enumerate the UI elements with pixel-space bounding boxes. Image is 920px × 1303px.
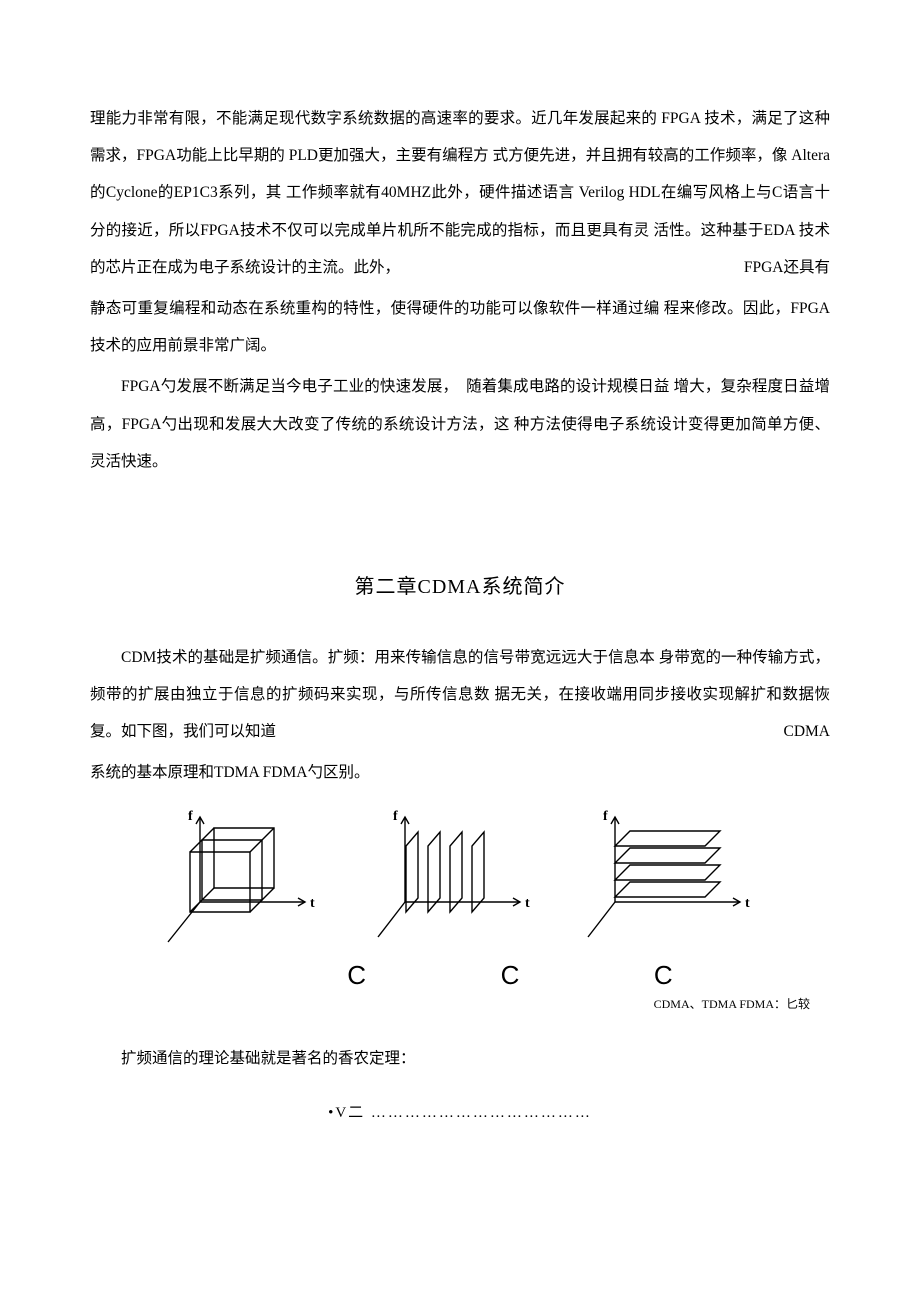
formula-text: •V二 ………………………………… <box>328 1105 592 1121</box>
svg-text:f: f <box>603 809 608 824</box>
fdma-svg: f t <box>580 802 760 952</box>
c-label-3: C <box>654 960 673 991</box>
caption-text: CDMA、TDMA FDMA：匕较 <box>654 997 810 1011</box>
p1-text1: 理能力非常有限，不能满足现代数字系统数据的高速率的要求。近几年发展起来的 FPG… <box>90 110 830 276</box>
p4-text: 扩频通信的理论基础就是著名的香农定理： <box>121 1050 416 1067</box>
cdma-svg: f t <box>160 802 330 952</box>
diagram-caption: CDMA、TDMA FDMA：匕较 <box>90 995 830 1012</box>
chapter-title-text: 第二章CDMA系统简介 <box>354 576 565 598</box>
diagram-row: f t <box>160 802 760 952</box>
p1-text2: 静态可重复编程和动态在系统重构的特性，使得硬件的功能可以像软件一样通过编 程来修… <box>90 300 830 354</box>
svg-text:t: t <box>525 896 530 911</box>
p1-fpga-right: FPGA还具有 <box>744 249 830 286</box>
c-label-2: C <box>501 960 520 991</box>
paragraph-2: FPGA勺发展不断满足当今电子工业的快速发展， 随着集成电路的设计规模日益 增大… <box>90 368 830 480</box>
p3-text2: 系统的基本原理和TDMA FDMA勺区别。 <box>90 764 369 781</box>
svg-text:t: t <box>745 896 750 911</box>
svg-text:t: t <box>310 896 315 911</box>
paragraph-4: 扩频通信的理论基础就是著名的香农定理： <box>90 1040 830 1077</box>
paragraph-3-part1: CDM技术的基础是扩频通信。扩频：用来传输信息的信号带宽远远大于信息本 身带宽的… <box>90 639 830 751</box>
diagram-fdma: f t <box>580 802 760 952</box>
svg-text:f: f <box>393 809 398 824</box>
paragraph-1-part2: 静态可重复编程和动态在系统重构的特性，使得硬件的功能可以像软件一样通过编 程来修… <box>90 290 830 364</box>
diagram-cdma: f t <box>160 802 330 952</box>
p3-text1: CDM技术的基础是扩频通信。扩频：用来传输信息的信号带宽远远大于信息本 身带宽的… <box>90 649 830 740</box>
c-labels-row: C C C <box>180 960 740 991</box>
paragraph-3-part2: 系统的基本原理和TDMA FDMA勺区别。 <box>90 754 830 791</box>
paragraph-1-part1: 理能力非常有限，不能满足现代数字系统数据的高速率的要求。近几年发展起来的 FPG… <box>90 100 830 286</box>
diagram-container: f t <box>90 802 830 952</box>
diagram-tdma: f t <box>370 802 540 952</box>
p3-cdma-right: CDMA <box>752 713 830 750</box>
c-label-1: C <box>347 960 366 991</box>
formula-line: •V二 ………………………………… <box>90 1101 830 1122</box>
svg-text:f: f <box>188 809 193 824</box>
tdma-svg: f t <box>370 802 540 952</box>
chapter-title: 第二章CDMA系统简介 <box>90 570 830 599</box>
p2-text: FPGA勺发展不断满足当今电子工业的快速发展， 随着集成电路的设计规模日益 增大… <box>90 378 830 469</box>
